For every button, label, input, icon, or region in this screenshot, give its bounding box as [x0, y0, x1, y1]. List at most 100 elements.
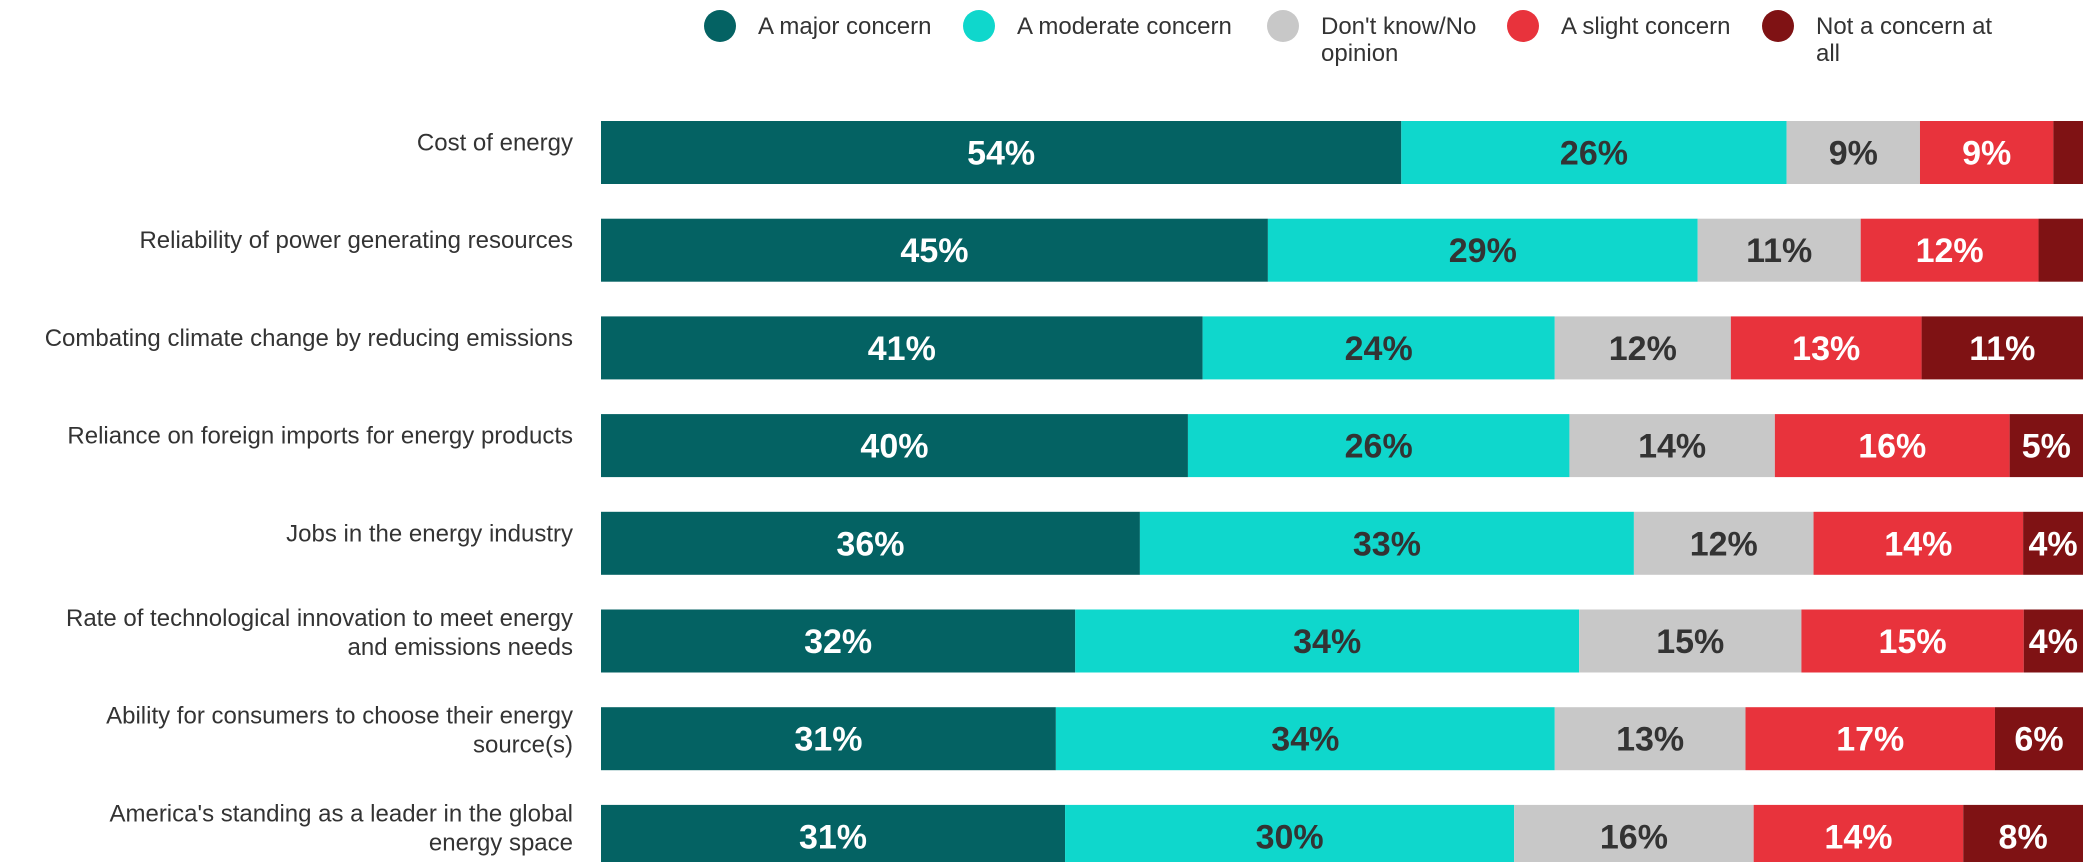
data-label: 4% — [2028, 525, 2077, 563]
data-label: 4% — [2029, 623, 2078, 661]
data-label: 11% — [1746, 232, 1812, 270]
data-label: 15% — [1656, 623, 1724, 661]
bar-segment-a-moderate-concern — [1267, 218, 1698, 282]
bar-segment-a-moderate-concern — [1401, 121, 1787, 184]
bar-segment-don-t-know-no-opinion — [1554, 316, 1731, 380]
bar-row: 41% 24% 12% 13% 11% — [601, 316, 2083, 380]
bar-segment-a-slight-concern — [1774, 414, 2010, 478]
data-label: 36% — [836, 525, 904, 563]
bar-segment-a-slight-concern — [1919, 121, 2054, 184]
data-label: 29% — [1449, 232, 1517, 270]
legend-swatch — [1762, 10, 1794, 42]
bar-row: 54% 26% 9% 9% — [601, 121, 2083, 184]
category-label: America's standing as a leader in the gl… — [109, 800, 573, 856]
bar-segment-not-a-concern-at-all — [2023, 609, 2083, 673]
bar-segment-not-a-concern-at-all — [1963, 804, 2083, 862]
data-label: 34% — [1271, 721, 1339, 759]
bar-segment-a-major-concern — [601, 511, 1140, 575]
bar-segment-don-t-know-no-opinion — [1697, 218, 1861, 282]
category-label: Reliance on foreign imports for energy p… — [67, 423, 573, 450]
legend-item-a-moderate-concern: A moderate concern — [963, 10, 1232, 42]
bar-segment-don-t-know-no-opinion — [1786, 121, 1920, 184]
bar-row: 32% 34% 15% 15% 4% — [601, 609, 2083, 673]
legend-item-don-t-know-no-opinion: Don't know/No opinion — [1267, 10, 1476, 67]
data-label: 32% — [804, 623, 872, 661]
data-label: 12% — [1609, 330, 1677, 368]
bar-segment-a-slight-concern — [1730, 316, 1922, 380]
bar-segment-a-slight-concern — [1801, 609, 2024, 673]
data-label: 8% — [1999, 818, 2048, 856]
data-label: 12% — [1916, 232, 1984, 270]
bar-segment-a-moderate-concern — [1055, 707, 1555, 771]
legend-swatch — [963, 10, 995, 42]
legend-label: Don't know/No opinion — [1321, 13, 1476, 67]
data-label: 6% — [2014, 721, 2063, 759]
bar-segment-don-t-know-no-opinion — [1554, 707, 1746, 771]
data-label: 11% — [1969, 330, 2035, 368]
legend-label: A moderate concern — [1017, 13, 1232, 40]
bar-segment-a-moderate-concern — [1075, 609, 1580, 673]
category-label: Jobs in the energy industry — [286, 520, 573, 547]
data-label: 26% — [1345, 428, 1413, 466]
data-label: 14% — [1824, 818, 1892, 856]
legend-swatch — [1507, 10, 1539, 42]
bar-segment-a-major-concern — [601, 414, 1188, 478]
bar-segment-a-moderate-concern — [1202, 316, 1555, 380]
bar-segment-not-a-concern-at-all — [2038, 218, 2083, 282]
legend-label: A major concern — [758, 13, 931, 40]
bar-segment-a-moderate-concern — [1065, 804, 1515, 862]
data-label: 26% — [1560, 135, 1628, 173]
data-label: 30% — [1256, 818, 1324, 856]
bar-segment-a-moderate-concern — [1187, 414, 1570, 478]
legend-swatch — [704, 10, 736, 42]
data-label: 34% — [1293, 623, 1361, 661]
data-label: 54% — [967, 135, 1035, 173]
bar-segment-a-major-concern — [601, 218, 1268, 282]
data-label: 17% — [1836, 721, 1904, 759]
chart-legend: A major concern A moderate concern Don't k… — [704, 10, 1992, 67]
data-label: 9% — [1962, 135, 2011, 173]
bar-segment-not-a-concern-at-all — [1921, 316, 2083, 380]
data-label: 5% — [2022, 428, 2071, 466]
data-label: 40% — [860, 428, 928, 466]
bars: 54% 26% 9% 9% 45% 29% 11% 12% 41% 24% 12% 13% 11% 40%… — [601, 121, 2083, 862]
category-label: Cost of energy — [417, 130, 573, 157]
data-label: 14% — [1884, 525, 1952, 563]
legend-swatch — [1267, 10, 1299, 42]
bar-row: 31% 30% 16% 14% 8% — [601, 804, 2083, 862]
bar-segment-not-a-concern-at-all — [2023, 511, 2083, 575]
data-label: 14% — [1638, 428, 1706, 466]
data-label: 13% — [1616, 721, 1684, 759]
bar-segment-a-major-concern — [601, 121, 1402, 184]
data-label: 24% — [1345, 330, 1413, 368]
legend-item-a-slight-concern: A slight concern — [1507, 10, 1730, 42]
data-label: 9% — [1829, 135, 1878, 173]
bar-segment-a-slight-concern — [1860, 218, 2039, 282]
data-label: 16% — [1600, 818, 1668, 856]
data-label: 41% — [868, 330, 936, 368]
category-label: Combating climate change by reducing emi… — [45, 325, 573, 352]
category-label: Reliability of power generating resource… — [139, 227, 573, 254]
bar-segment-a-major-concern — [601, 609, 1076, 673]
bar-segment-don-t-know-no-opinion — [1633, 511, 1814, 575]
data-label: 31% — [799, 818, 867, 856]
category-label: Rate of technological innovation to meet… — [66, 605, 573, 661]
bar-segment-a-major-concern — [601, 316, 1203, 380]
bar-segment-a-slight-concern — [1813, 511, 2024, 575]
bar-segment-don-t-know-no-opinion — [1514, 804, 1754, 862]
bar-segment-a-slight-concern — [1745, 707, 1995, 771]
category-labels: Cost of energy Reliability of power gener… — [45, 130, 573, 857]
bar-row: 36% 33% 12% 14% 4% — [601, 511, 2083, 575]
bar-segment-a-slight-concern — [1753, 804, 1964, 862]
bar-row: 31% 34% 13% 17% 6% — [601, 707, 2083, 771]
legend-item-a-major-concern: A major concern — [704, 10, 931, 42]
bar-segment-don-t-know-no-opinion — [1569, 414, 1775, 478]
bar-segment-don-t-know-no-opinion — [1579, 609, 1802, 673]
category-label: Ability for consumers to choose their en… — [106, 703, 573, 759]
data-label: 13% — [1792, 330, 1860, 368]
data-label: 45% — [900, 232, 968, 270]
data-label: 31% — [794, 721, 862, 759]
bar-row: 40% 26% 14% 16% 5% — [601, 414, 2083, 478]
legend-label: A slight concern — [1561, 13, 1730, 40]
